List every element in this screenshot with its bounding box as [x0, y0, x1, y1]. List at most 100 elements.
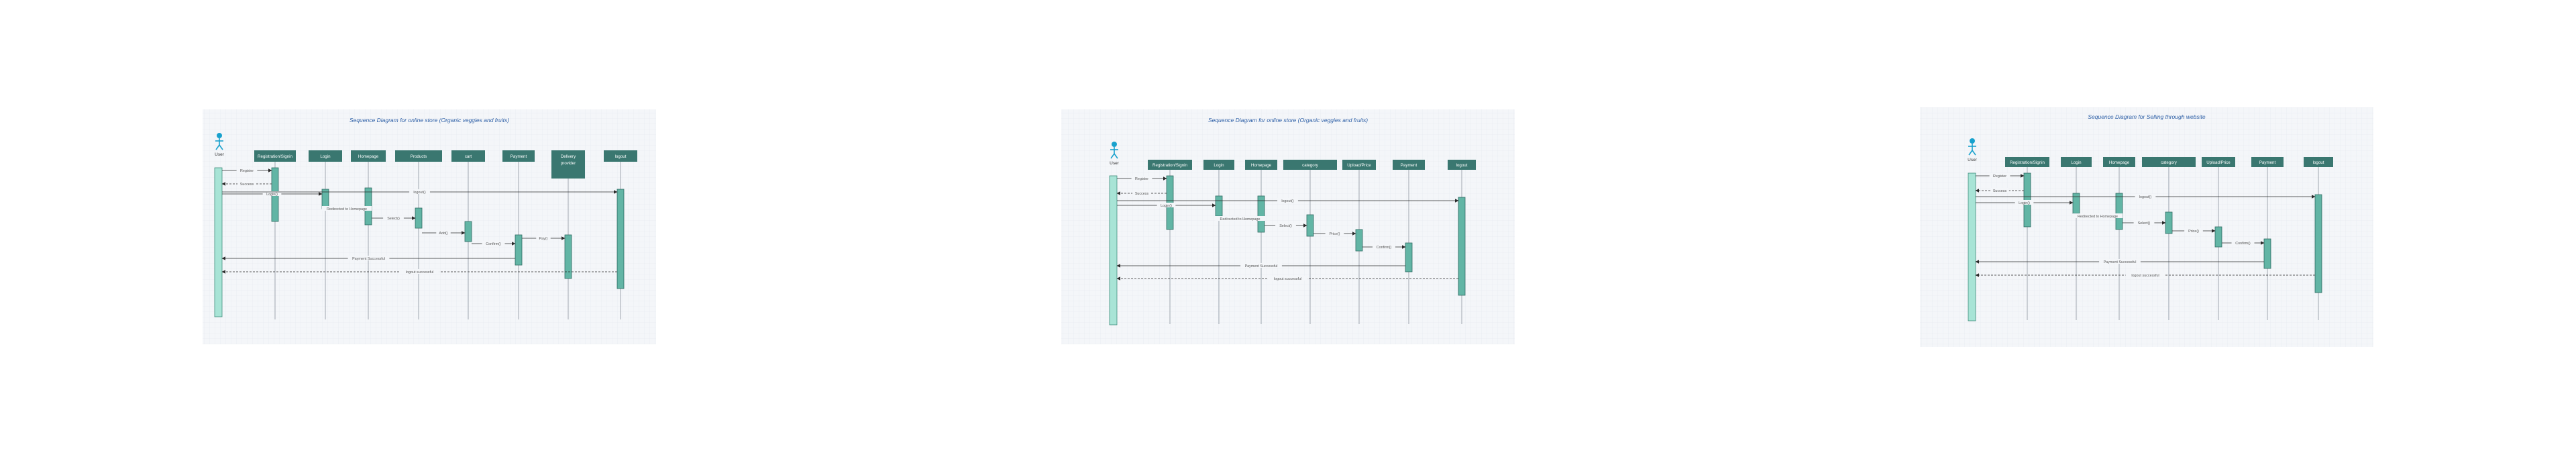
message-label-bg	[1277, 198, 1298, 203]
participant-label: category	[1302, 163, 1319, 168]
participant-box	[1448, 160, 1476, 170]
panel-grid	[1920, 107, 2373, 347]
message-label-bg	[1325, 231, 1344, 236]
participant-box	[395, 150, 442, 162]
message-label-bg	[262, 191, 282, 196]
message-label-bg	[1132, 191, 1151, 195]
actor-label: User	[1110, 161, 1120, 166]
message-label: Register	[1993, 174, 2006, 179]
participant-box	[2142, 157, 2196, 167]
message-label-bg	[2072, 213, 2123, 218]
diagram-title: Sequence Diagram for Selling through web…	[2088, 113, 2206, 120]
activation-box	[2214, 226, 2222, 248]
message-label: Pay()	[539, 237, 548, 241]
message-label: Redirected to Homepage	[1220, 217, 1260, 221]
participant-label: Registration/Signin	[1152, 163, 1187, 168]
message-label-bg	[1268, 276, 1307, 281]
participant-label: Delivery	[561, 154, 576, 159]
message-label: Price()	[2188, 230, 2199, 234]
message-label-bg	[321, 206, 372, 211]
message-label: Success	[240, 183, 254, 187]
message-label-bg	[1131, 176, 1152, 181]
message-label: logout successful	[1274, 277, 1301, 281]
participant-box	[502, 150, 535, 162]
message-label-bg	[237, 181, 256, 186]
message-label-bg	[409, 189, 430, 194]
participant-label: Upload/Price	[2206, 160, 2231, 165]
message-label-bg	[536, 236, 551, 240]
activation-box	[1405, 242, 1413, 272]
message-label-bg	[400, 269, 439, 274]
diagram-title: Sequence Diagram for online store (Organ…	[350, 117, 509, 123]
message-label: Redirected to Homepage	[2078, 215, 2118, 219]
message-label: Register	[1135, 177, 1148, 181]
message-label: Confirm()	[2235, 242, 2251, 246]
message-label: Register	[240, 169, 254, 173]
message-label-bg	[383, 215, 404, 220]
message-label: Select()	[1279, 224, 1292, 228]
message-label: logout successful	[2131, 274, 2159, 278]
message-label-bg	[2231, 240, 2255, 245]
activation-box	[515, 234, 523, 266]
participant-box	[1342, 160, 1376, 170]
activation-box	[1257, 195, 1265, 233]
participant-box	[351, 150, 386, 162]
message-label-bg	[1157, 203, 1176, 207]
message-label-bg	[2135, 194, 2156, 199]
participant-label: Login	[2071, 160, 2082, 165]
message-label-bg	[236, 168, 258, 172]
activation-box	[616, 189, 625, 289]
message-label-bg	[1989, 173, 2010, 178]
message-label-bg	[2015, 200, 2034, 205]
message-label-bg	[1990, 188, 2009, 193]
message-label: Select()	[2138, 221, 2151, 225]
participant-label: logout	[1456, 163, 1468, 168]
participant-box	[2061, 157, 2092, 167]
participant-label: Payment	[2259, 160, 2276, 165]
message-label-bg	[2125, 272, 2165, 277]
participant-label: Registration/Signin	[258, 154, 292, 159]
participant-label: logout	[2313, 160, 2324, 165]
actor-label: User	[1968, 158, 1978, 162]
participant-box	[551, 150, 585, 179]
message-label: Payment Successful	[1245, 264, 1278, 268]
activation-box	[1306, 214, 1314, 237]
activation-box	[1215, 195, 1223, 217]
message-label: Select()	[387, 217, 400, 221]
message-label: Payment Successful	[352, 257, 385, 261]
message-label: Success	[1135, 192, 1149, 196]
participant-box	[604, 150, 637, 162]
panel-grid	[203, 109, 656, 344]
actor-icon	[1968, 138, 1976, 156]
message-label-bg	[2099, 259, 2141, 264]
participant-label: logout	[615, 154, 627, 159]
participant-box	[2005, 157, 2049, 167]
message-label-bg	[1275, 223, 1296, 228]
activation-box	[1458, 197, 1466, 296]
message-label: logout()	[2139, 195, 2151, 199]
participant-label: Payment	[1401, 163, 1417, 168]
participant-box	[1203, 160, 1234, 170]
activation-box	[464, 221, 472, 242]
participant-label: cart	[465, 154, 472, 159]
activation-box	[2314, 194, 2322, 293]
message-label: Success	[1993, 189, 2007, 193]
message-label: Login()	[266, 193, 278, 197]
message-label: Payment Successful	[2104, 260, 2137, 264]
message-label: Redirected to Homepage	[327, 207, 367, 211]
user-activation-bar	[1968, 172, 1976, 321]
participant-label: category	[2161, 160, 2178, 165]
sequence-diagram-panel: Sequence Diagram for Selling through web…	[1920, 107, 2373, 347]
user-activation-bar	[1109, 175, 1118, 325]
participant-label: Homepage	[2109, 160, 2130, 165]
participant-box	[2304, 157, 2333, 167]
participant-box	[1283, 160, 1337, 170]
participant-label: Payment	[511, 154, 527, 159]
message-label-bg	[347, 256, 390, 260]
participant-label: Upload/Price	[1347, 163, 1371, 168]
message-label: logout successful	[406, 270, 433, 274]
message-label-bg	[482, 241, 505, 246]
message-label: Confirm()	[1377, 246, 1392, 250]
message-label-bg	[436, 230, 451, 235]
